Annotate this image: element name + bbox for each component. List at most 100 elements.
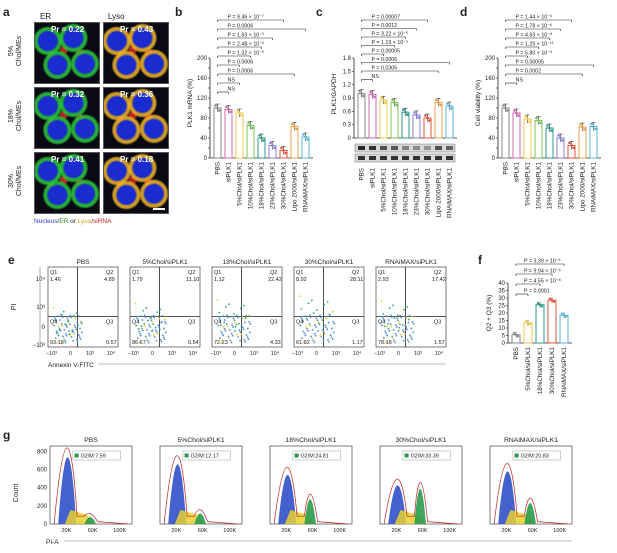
data-point: [260, 136, 263, 140]
y-axis-label: Count: [13, 484, 20, 503]
bar: [523, 322, 533, 344]
data-point: [295, 127, 298, 131]
event-dot: [152, 333, 155, 336]
event-dot: [399, 323, 401, 326]
event-dot: [230, 332, 233, 335]
event-dot: [161, 334, 164, 337]
data-point: [395, 103, 398, 107]
data-point: [536, 302, 540, 305]
g2m-swatch: [74, 453, 79, 458]
y-tick-label: 0: [44, 522, 48, 528]
g2m-peak: [194, 513, 206, 524]
event-dot: [143, 323, 146, 325]
event-dot: [307, 329, 309, 332]
event-dot: [325, 317, 328, 320]
data-point: [382, 98, 385, 102]
event-dot: [304, 334, 307, 337]
cell-cycle-plot-title: 5%Chol/siPLK1: [177, 437, 224, 444]
event-dot: [230, 341, 233, 344]
blot-band: [446, 156, 453, 160]
category-label: 30%Chol/siPLK1: [569, 162, 576, 210]
event-dot: [62, 310, 65, 313]
pearson-coefficient: Pr = 0.22: [51, 25, 85, 34]
panel-g-label: g: [3, 428, 11, 442]
event-dot: [220, 341, 223, 344]
p-value-label: P = 1.19 × 10⁻⁵: [372, 40, 409, 46]
flow-plot-title: 30%Chol/siPLK1: [305, 259, 354, 266]
event-dot: [390, 314, 392, 317]
g2m-legend: [512, 450, 561, 461]
event-dot: [137, 319, 140, 322]
event-dot: [326, 328, 329, 331]
event-dot: [300, 307, 303, 310]
quadrant-label: Q3: [352, 320, 359, 326]
g2m-swatch: [184, 453, 189, 458]
y-tick-label: 1.8: [343, 56, 352, 62]
event-dot: [225, 323, 228, 325]
plk1-blot: [354, 143, 456, 153]
quadrant-label: Q3: [188, 320, 195, 326]
flow-plot-frame: [211, 266, 283, 348]
panel-a-caption: Nucleus/ER or Lyso/siRNA: [34, 218, 111, 225]
x-tick-label: 10⁴: [435, 350, 444, 357]
cell-cycle-panel: Count 0 200 400 600 800 PBS G2/M:7.59 20K 60K 100K…: [13, 437, 573, 546]
data-point: [570, 144, 573, 147]
data-point: [362, 94, 365, 98]
event-dot: [393, 317, 396, 319]
event-dot: [405, 317, 408, 320]
event-dot: [158, 326, 160, 329]
y-tick-label: 80: [200, 116, 207, 122]
event-dot: [222, 334, 225, 337]
event-dot: [156, 333, 159, 335]
event-dot: [147, 319, 149, 322]
event-dot: [408, 314, 411, 317]
event-dot: [320, 316, 322, 319]
event-dot: [315, 326, 317, 328]
event-dot: [57, 325, 60, 328]
y-tick-label: 0: [502, 341, 506, 347]
quadrant-value: 0.54: [188, 340, 199, 346]
x-tick-label: 60K: [528, 528, 538, 534]
p-value-label: NS: [228, 87, 236, 93]
event-dot: [244, 340, 247, 343]
event-dot: [246, 327, 249, 330]
pearson-coefficient: Pr = 0.18: [120, 155, 154, 164]
event-dot: [61, 325, 64, 327]
x-tick-label: 10⁴: [353, 350, 362, 357]
event-dot: [138, 330, 140, 333]
data-point: [373, 95, 376, 99]
quadrant-value: 8.92: [296, 277, 307, 283]
quadrant-label: Q4: [378, 320, 385, 326]
data-point: [564, 315, 568, 318]
p-value-label: P = 0.0002: [516, 69, 542, 75]
category-label: 5%Chol/siPLK1: [525, 162, 532, 206]
y-tick-label: 0: [204, 156, 208, 162]
g2m-legend: [182, 450, 231, 461]
data-point: [216, 106, 219, 110]
event-dot: [311, 337, 314, 340]
g2m-value: G2/M:24.81: [301, 454, 329, 460]
x-axis-label: Annexin V-FITC: [48, 362, 94, 369]
x-tick-label: 10⁴: [189, 350, 198, 357]
event-dot: [242, 317, 244, 320]
event-dot: [163, 338, 166, 340]
y-axis-label: PI: [11, 304, 18, 311]
event-dot: [322, 331, 325, 333]
bar: [545, 127, 554, 159]
event-dot: [243, 304, 245, 307]
quadrant-label: Q3: [270, 320, 277, 326]
event-dot: [394, 332, 397, 335]
event-dot: [76, 340, 79, 343]
p-value-label: P = 4.93 × 10⁻⁸: [516, 33, 553, 39]
data-point: [291, 122, 294, 126]
event-dot: [396, 317, 398, 320]
event-dot: [395, 326, 398, 328]
category-label: RNAiMAX/siPLK1: [561, 347, 568, 398]
event-dot: [60, 323, 63, 325]
event-dot: [321, 319, 324, 321]
event-dot: [153, 316, 156, 319]
event-dot: [135, 324, 138, 327]
histogram-outline: [273, 467, 348, 525]
event-dot: [409, 334, 411, 337]
blot-band: [369, 156, 376, 160]
